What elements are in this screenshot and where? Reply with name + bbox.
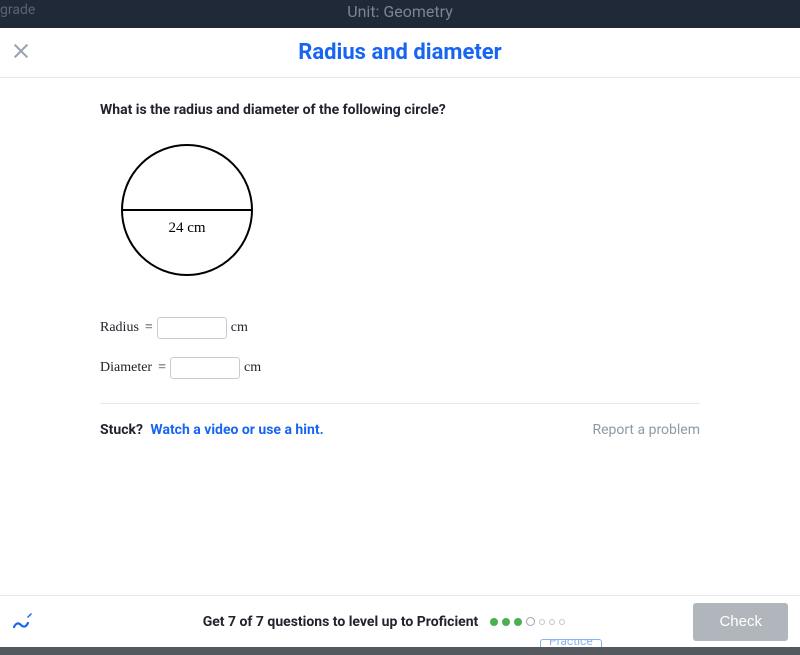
dot-4 <box>526 617 535 626</box>
radius-eq: = <box>145 320 153 336</box>
dot-2 <box>502 618 510 626</box>
hint-link[interactable]: Watch a video or use a hint. <box>150 422 323 438</box>
close-icon[interactable] <box>12 42 30 60</box>
radius-label: Radius <box>100 320 139 336</box>
stuck-group: Stuck? Watch a video or use a hint. <box>100 422 324 438</box>
dot-7 <box>559 619 565 625</box>
radius-unit: cm <box>231 320 248 336</box>
scratchpad-icon[interactable] <box>12 611 34 633</box>
answer-fields: Radius = cm Diameter = cm <box>100 317 700 379</box>
radius-row: Radius = cm <box>100 317 700 339</box>
header: Radius and diameter <box>0 28 800 78</box>
stuck-label: Stuck? <box>100 422 143 438</box>
diameter-input[interactable] <box>170 357 240 379</box>
dot-3 <box>514 618 522 626</box>
diameter-eq: = <box>158 360 166 376</box>
top-bar: grade Unit: Geometry <box>0 0 800 28</box>
dot-5 <box>539 619 545 625</box>
dot-1 <box>490 618 498 626</box>
question-text: What is the radius and diameter of the f… <box>100 102 700 118</box>
diameter-unit: cm <box>244 360 261 376</box>
help-row: Stuck? Watch a video or use a hint. Repo… <box>100 422 700 438</box>
check-button[interactable]: Check <box>693 603 788 641</box>
diameter-label: 24 cm <box>168 220 205 236</box>
progress-text: Get 7 of 7 questions to level up to Prof… <box>203 614 479 630</box>
grade-label: grade <box>0 2 35 18</box>
unit-label: Unit: Geometry <box>347 2 453 21</box>
diameter-field-label: Diameter <box>100 360 152 376</box>
bottom-strip <box>0 647 800 655</box>
dot-6 <box>549 619 555 625</box>
divider <box>100 403 700 404</box>
report-link[interactable]: Report a problem <box>592 422 700 438</box>
circle-svg: 24 cm <box>112 140 272 285</box>
progress-dots <box>490 617 565 626</box>
main-content: What is the radius and diameter of the f… <box>100 78 700 438</box>
circle-diagram: 24 cm <box>112 140 700 289</box>
footer: Get 7 of 7 questions to level up to Prof… <box>0 595 800 647</box>
radius-input[interactable] <box>157 317 227 339</box>
diameter-row: Diameter = cm <box>100 357 700 379</box>
footer-text-wrap: Get 7 of 7 questions to level up to Prof… <box>34 614 693 630</box>
page-title: Radius and diameter <box>0 40 800 65</box>
